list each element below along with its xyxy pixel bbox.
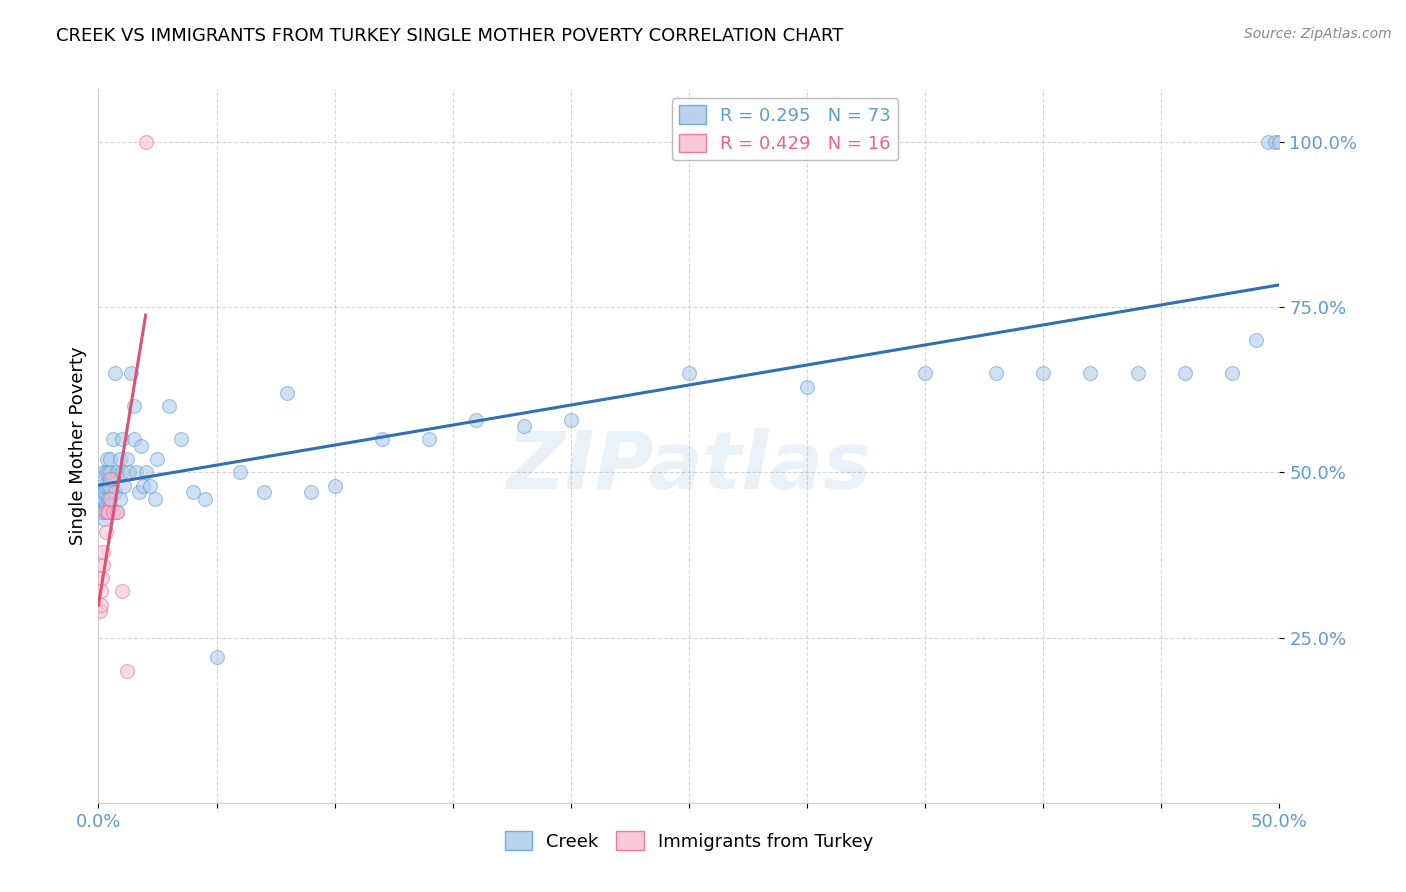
Point — [170, 433, 193, 447]
Point — [512, 419, 534, 434]
Point — [1126, 367, 1149, 381]
Point — [299, 485, 322, 500]
Point — [129, 439, 152, 453]
Point — [91, 505, 114, 519]
Point — [465, 412, 488, 426]
Point — [90, 505, 112, 519]
Point — [104, 367, 127, 381]
Point — [1174, 367, 1197, 381]
Point — [128, 485, 150, 500]
Point — [91, 558, 114, 572]
Point — [796, 379, 818, 393]
Point — [98, 499, 121, 513]
Point — [89, 495, 111, 509]
Point — [132, 478, 155, 492]
Point — [143, 491, 166, 506]
Point — [984, 367, 1007, 381]
Point — [101, 505, 124, 519]
Point — [253, 485, 276, 500]
Point — [111, 433, 134, 447]
Point — [91, 571, 114, 585]
Point — [104, 485, 127, 500]
Point — [98, 491, 121, 506]
Point — [101, 433, 124, 447]
Point — [418, 433, 440, 447]
Point — [112, 478, 135, 492]
Point — [1244, 333, 1267, 347]
Point — [914, 367, 936, 381]
Point — [115, 452, 138, 467]
Legend: Creek, Immigrants from Turkey: Creek, Immigrants from Turkey — [498, 824, 880, 858]
Point — [105, 466, 128, 480]
Point — [1257, 135, 1279, 149]
Point — [157, 400, 180, 414]
Point — [94, 478, 117, 492]
Point — [89, 604, 111, 618]
Point — [1268, 135, 1291, 149]
Point — [105, 505, 128, 519]
Point — [91, 478, 114, 492]
Point — [97, 505, 120, 519]
Point — [91, 466, 114, 480]
Point — [91, 491, 114, 506]
Point — [108, 452, 131, 467]
Point — [122, 400, 145, 414]
Text: CREEK VS IMMIGRANTS FROM TURKEY SINGLE MOTHER POVERTY CORRELATION CHART: CREEK VS IMMIGRANTS FROM TURKEY SINGLE M… — [56, 27, 844, 45]
Point — [96, 452, 118, 467]
Point — [139, 478, 162, 492]
Point — [105, 505, 128, 519]
Point — [94, 524, 117, 539]
Y-axis label: Single Mother Poverty: Single Mother Poverty — [69, 347, 87, 545]
Point — [121, 367, 143, 381]
Point — [111, 466, 134, 480]
Point — [135, 135, 157, 149]
Point — [1264, 135, 1286, 149]
Point — [90, 584, 112, 599]
Point — [98, 472, 121, 486]
Point — [98, 452, 121, 467]
Point — [108, 491, 131, 506]
Point — [229, 466, 252, 480]
Point — [98, 466, 121, 480]
Point — [323, 478, 346, 492]
Point — [181, 485, 204, 500]
Point — [97, 491, 120, 506]
Point — [1032, 367, 1054, 381]
Point — [115, 664, 138, 678]
Point — [97, 466, 120, 480]
Point — [560, 412, 582, 426]
Point — [678, 367, 700, 381]
Point — [276, 386, 298, 401]
Point — [94, 499, 117, 513]
Point — [90, 485, 112, 500]
Point — [1080, 367, 1102, 381]
Point — [111, 584, 134, 599]
Point — [122, 433, 145, 447]
Point — [90, 598, 112, 612]
Point — [118, 466, 141, 480]
Point — [94, 466, 117, 480]
Point — [1220, 367, 1243, 381]
Point — [98, 478, 121, 492]
Point — [205, 650, 228, 665]
Point — [194, 491, 217, 506]
Point — [91, 545, 114, 559]
Point — [97, 505, 120, 519]
Text: Source: ZipAtlas.com: Source: ZipAtlas.com — [1244, 27, 1392, 41]
Point — [135, 466, 157, 480]
Point — [101, 472, 124, 486]
Point — [125, 466, 148, 480]
Point — [94, 505, 117, 519]
Point — [91, 491, 114, 506]
Point — [146, 452, 169, 467]
Point — [371, 433, 394, 447]
Point — [93, 485, 115, 500]
Text: ZIPatlas: ZIPatlas — [506, 428, 872, 507]
Point — [93, 511, 115, 525]
